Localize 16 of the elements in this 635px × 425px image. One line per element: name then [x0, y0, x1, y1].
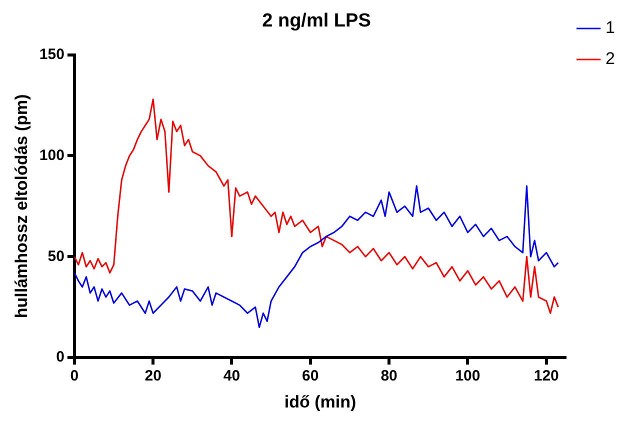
legend-label: 2 [606, 49, 616, 68]
chart-title: 2 ng/ml LPS [262, 10, 371, 32]
legend-label: 1 [606, 18, 616, 38]
x-tick-label: 20 [144, 368, 162, 385]
x-tick-label: 100 [455, 368, 480, 385]
x-tick-label: 120 [534, 368, 559, 385]
x-axis-title: idő (min) [284, 392, 356, 412]
x-tick-label: 0 [70, 368, 79, 385]
x-tick-label: 80 [380, 368, 398, 385]
x-tick-label: 40 [223, 368, 240, 385]
x-tick-label: 60 [302, 368, 319, 385]
y-tick-label: 0 [56, 348, 64, 366]
y-tick-label: 50 [48, 248, 64, 265]
y-tick-label: 150 [39, 46, 64, 63]
y-axis-title: hullámhossz eltolódás (pm) [12, 94, 31, 318]
y-tick-label: 100 [39, 146, 64, 164]
